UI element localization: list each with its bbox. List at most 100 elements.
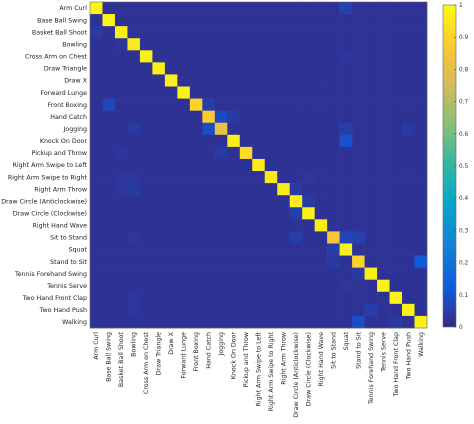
heatmap-cell <box>389 207 403 220</box>
heatmap-cell <box>189 134 203 148</box>
heatmap-cell <box>339 195 353 208</box>
heatmap-cell <box>389 2 403 15</box>
heatmap-cell <box>377 303 390 317</box>
heatmap-cell <box>327 98 340 111</box>
heatmap-cell <box>352 267 365 280</box>
heatmap-cell <box>377 38 390 51</box>
heatmap-cell <box>227 207 241 220</box>
y-tick-label: Front Boxing <box>48 102 87 109</box>
heatmap-cell <box>289 38 303 51</box>
heatmap-cell <box>364 38 378 51</box>
heatmap-cell <box>227 14 241 27</box>
heatmap-cell <box>364 207 378 220</box>
heatmap-cell <box>414 122 428 136</box>
heatmap-cell <box>352 183 365 196</box>
y-tick-label: Knock On Door <box>40 138 88 145</box>
heatmap-cell <box>114 50 128 63</box>
heatmap-cell <box>102 255 116 268</box>
heatmap-cell <box>314 2 328 15</box>
heatmap-cell <box>264 50 278 63</box>
heatmap-cell <box>252 183 266 196</box>
x-tick-label: Two Hand Front Clap <box>393 332 400 397</box>
heatmap-cell <box>139 219 153 232</box>
heatmap-cell <box>214 219 228 232</box>
heatmap-cell <box>177 98 191 111</box>
heatmap-cell <box>127 134 141 148</box>
heatmap-cell <box>414 86 428 99</box>
heatmap-cell <box>177 231 191 244</box>
heatmap-cell <box>389 98 403 111</box>
heatmap-cell <box>302 14 315 27</box>
heatmap-cell <box>252 50 266 63</box>
x-tick-label: Sit to Stand <box>330 332 337 369</box>
heatmap-cell <box>252 62 266 75</box>
x-tick-label: Bowling <box>131 332 138 357</box>
y-tick-label: Bowling <box>62 41 87 48</box>
heatmap-cell <box>90 122 103 136</box>
colorbar-tick-labels: 0 0.1 0.2 0.3 0.4 0.5 0.6 0.7 0.8 0.9 1 <box>454 3 469 331</box>
heatmap-cell <box>239 122 253 136</box>
heatmap-cell <box>327 243 340 256</box>
heatmap-cell <box>327 291 340 305</box>
heatmap-cell <box>90 50 103 63</box>
heatmap-cell <box>402 14 415 27</box>
heatmap-cell <box>339 315 353 329</box>
heatmap-cell <box>302 183 315 196</box>
heatmap-cell <box>352 74 365 87</box>
heatmap-cell <box>327 14 340 27</box>
heatmap-cell <box>377 315 390 329</box>
heatmap-cell <box>352 171 365 184</box>
heatmap-cell <box>389 219 403 232</box>
heatmap-cell <box>327 110 340 124</box>
heatmap-cell <box>227 255 241 268</box>
heatmap-cell <box>102 219 116 232</box>
heatmap-cell <box>277 86 290 99</box>
heatmap-cell <box>302 219 315 232</box>
heatmap-cell <box>339 303 353 317</box>
heatmap-cell <box>214 110 228 124</box>
heatmap-cell <box>114 255 128 268</box>
heatmap-cell <box>189 195 203 208</box>
heatmap-cell <box>339 158 353 172</box>
heatmap-cell <box>252 134 266 148</box>
heatmap-cell <box>102 231 116 244</box>
heatmap-cell <box>127 14 141 27</box>
heatmap-cell <box>302 50 315 63</box>
heatmap-cell <box>389 255 403 268</box>
heatmap-cell <box>414 207 428 220</box>
heatmap-cell <box>277 279 290 293</box>
heatmap-cell <box>152 219 166 232</box>
heatmap-cell <box>277 38 290 51</box>
heatmap-cell <box>189 171 203 184</box>
x-tick-label: Draw X <box>168 331 175 354</box>
heatmap-cell <box>239 171 253 184</box>
heatmap-cell <box>264 38 278 51</box>
heatmap-cell <box>239 291 253 305</box>
heatmap-cell <box>289 62 303 75</box>
heatmap-cell <box>302 2 315 15</box>
y-tick-label: Cross Arm on Chest <box>25 54 88 61</box>
heatmap-cell <box>314 50 328 63</box>
heatmap-cell <box>164 86 178 99</box>
heatmap-cell <box>114 62 128 75</box>
heatmap-cell <box>177 158 191 172</box>
heatmap-cell <box>364 62 378 75</box>
y-tick-label: Hand Catch <box>50 114 87 121</box>
heatmap-cell <box>189 122 203 136</box>
heatmap-cell <box>402 267 415 280</box>
heatmap-cell <box>139 279 153 293</box>
heatmap-cell <box>414 62 428 75</box>
heatmap-cell <box>402 122 415 136</box>
heatmap-cell <box>102 267 116 280</box>
y-tick-label: Right Arm Swipe to Right <box>8 174 88 181</box>
heatmap-cell <box>177 195 191 208</box>
heatmap-cell <box>264 219 278 232</box>
heatmap-cell <box>277 62 290 75</box>
heatmap-cell <box>227 243 241 256</box>
heatmap-cell <box>377 207 390 220</box>
heatmap-cell <box>389 195 403 208</box>
heatmap-cell <box>114 26 128 39</box>
heatmap-cell <box>227 291 241 305</box>
heatmap-cell <box>189 2 203 15</box>
heatmap-cell <box>90 195 103 208</box>
